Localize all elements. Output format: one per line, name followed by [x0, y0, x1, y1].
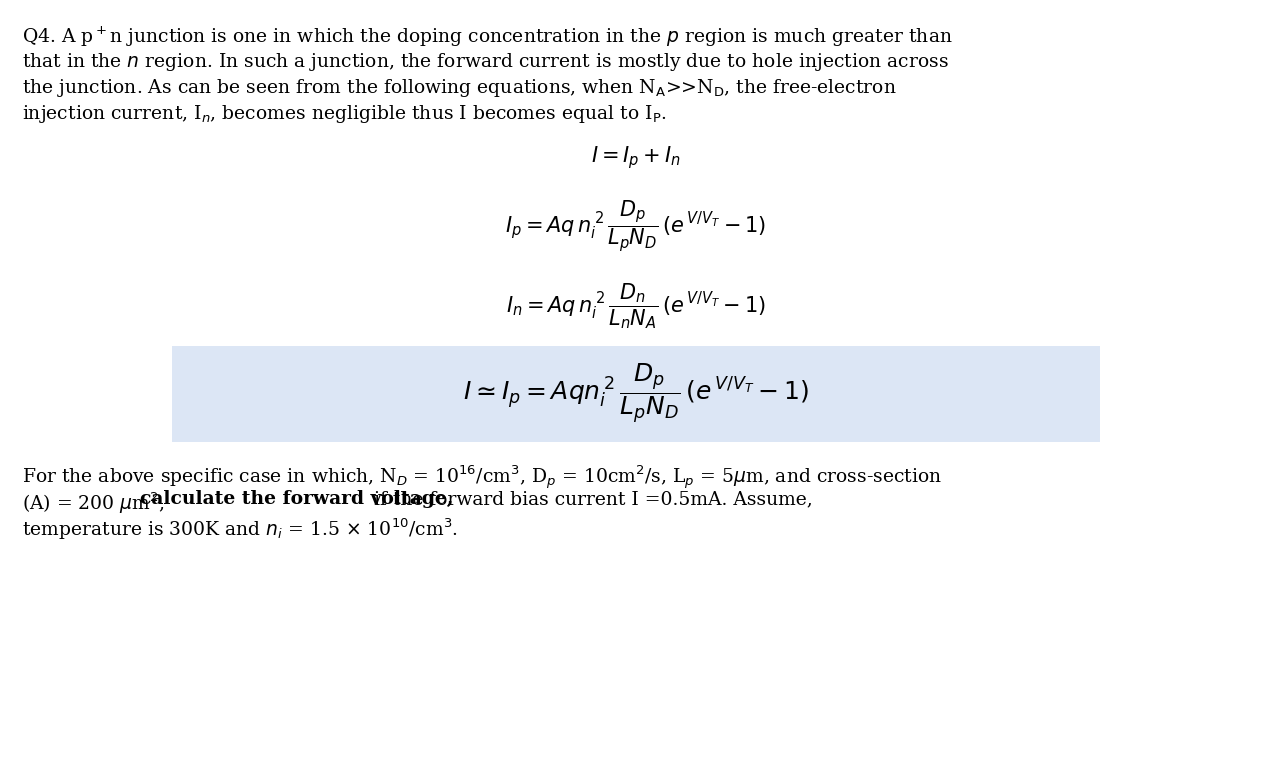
Text: Q4. A p$^+$n junction is one in which the doping concentration in the $p$ region: Q4. A p$^+$n junction is one in which th…: [22, 25, 953, 49]
Text: (A) = 200 $\mu$m$^2$,: (A) = 200 $\mu$m$^2$,: [22, 490, 167, 515]
Text: temperature is 300K and $n_i$ = 1.5 $\times$ 10$^{10}$/cm$^3$.: temperature is 300K and $n_i$ = 1.5 $\ti…: [22, 516, 458, 542]
Text: calculate the forward voltage,: calculate the forward voltage,: [140, 490, 453, 508]
Text: For the above specific case in which, N$_D$ = 10$^{16}$/cm$^3$, D$_p$ = 10cm$^2$: For the above specific case in which, N$…: [22, 464, 943, 492]
Text: $I_n = Aq\,n_i^{\,2}\,\dfrac{D_n}{L_n N_A}\,(e^{\,V/V_T}-1)$: $I_n = Aq\,n_i^{\,2}\,\dfrac{D_n}{L_n N_…: [506, 281, 766, 330]
Text: $I = I_p + I_n$: $I = I_p + I_n$: [591, 145, 681, 171]
Text: $I_p = Aq\,n_i^{\,2}\,\dfrac{D_p}{L_p N_D}\,(e^{\,V/V_T}-1)$: $I_p = Aq\,n_i^{\,2}\,\dfrac{D_p}{L_p N_…: [505, 198, 767, 254]
Text: $I \simeq I_p = Aqn_i^{\,2}\,\dfrac{D_p}{L_p N_D}\,(e^{\,V/V_T}-1)$: $I \simeq I_p = Aqn_i^{\,2}\,\dfrac{D_p}…: [463, 362, 809, 426]
Text: injection current, I$_n$, becomes negligible thus I becomes equal to I$_\mathrm{: injection current, I$_n$, becomes neglig…: [22, 103, 667, 125]
FancyBboxPatch shape: [172, 346, 1100, 442]
Text: if the forward bias current I =0.5mA. Assume,: if the forward bias current I =0.5mA. As…: [368, 490, 813, 508]
Text: the junction. As can be seen from the following equations, when N$_\mathrm{A}$>>: the junction. As can be seen from the fo…: [22, 77, 897, 99]
Text: that in the $n$ region. In such a junction, the forward current is mostly due to: that in the $n$ region. In such a juncti…: [22, 51, 949, 73]
